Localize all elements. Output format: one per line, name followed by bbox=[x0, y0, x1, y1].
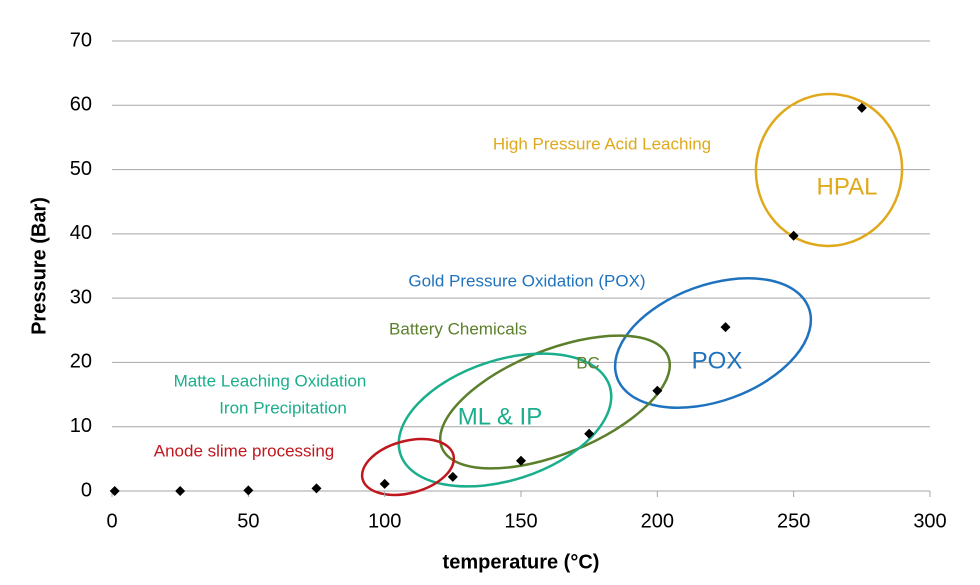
x-tick-label: 250 bbox=[777, 510, 810, 532]
pox-ellipse bbox=[613, 277, 813, 409]
y-tick-label: 60 bbox=[70, 94, 92, 116]
annotation: POX bbox=[692, 347, 743, 374]
annotation: Battery Chemicals bbox=[389, 319, 527, 338]
y-tick-label: 0 bbox=[81, 479, 92, 501]
annotation: BC bbox=[576, 353, 600, 372]
data-point bbox=[652, 385, 663, 396]
ml-ip-ellipse bbox=[397, 352, 613, 488]
annotation: Gold Pressure Oxidation (POX) bbox=[408, 271, 645, 290]
data-point bbox=[311, 483, 322, 494]
annotation: Anode slime processing bbox=[154, 441, 334, 460]
data-point bbox=[516, 455, 526, 466]
data-point bbox=[856, 102, 867, 113]
annotation: High Pressure Acid Leaching bbox=[493, 134, 711, 153]
x-tick-label: 50 bbox=[237, 510, 259, 532]
data-point bbox=[109, 486, 120, 496]
data-point bbox=[584, 428, 595, 439]
x-tick-label: 300 bbox=[913, 510, 946, 532]
annotation: Matte Leaching Oxidation bbox=[174, 371, 367, 390]
y-tick-label: 20 bbox=[70, 351, 92, 373]
y-tick-label: 10 bbox=[70, 415, 92, 437]
annotation: Iron Precipitation bbox=[219, 398, 347, 417]
data-point bbox=[720, 322, 731, 333]
hpal-ellipse bbox=[754, 92, 904, 248]
y-axis-title: Pressure (Bar) bbox=[28, 197, 50, 335]
annotation: ML & IP bbox=[458, 403, 542, 430]
x-tick-label: 0 bbox=[106, 510, 117, 532]
data-point bbox=[175, 486, 186, 496]
x-tick-label: 150 bbox=[504, 510, 537, 532]
data-point bbox=[243, 485, 254, 496]
y-tick-label: 50 bbox=[70, 158, 92, 180]
y-tick-label: 30 bbox=[70, 286, 92, 308]
grid bbox=[112, 40, 930, 492]
data-point bbox=[447, 471, 458, 482]
data-point bbox=[788, 230, 799, 241]
x-tick-label: 100 bbox=[368, 510, 401, 532]
anode-ellipse bbox=[360, 437, 456, 497]
x-tick-label: 200 bbox=[641, 510, 674, 532]
annotation: HPAL bbox=[817, 173, 878, 200]
x-axis-title: temperature (°C) bbox=[443, 551, 600, 573]
y-tick-label: 70 bbox=[70, 29, 92, 51]
y-tick-label: 40 bbox=[70, 222, 92, 244]
data-point bbox=[379, 478, 390, 489]
